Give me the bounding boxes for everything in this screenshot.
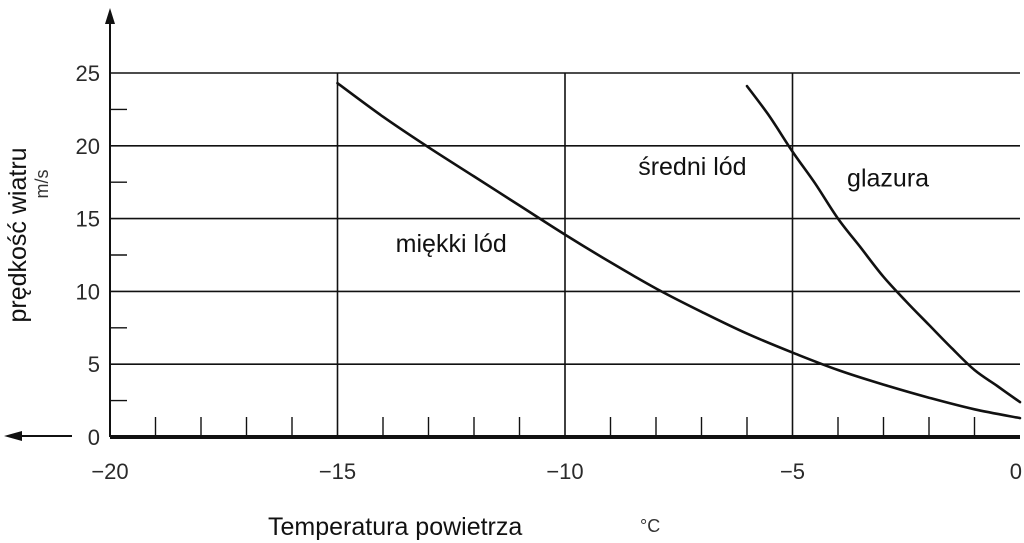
y-tick-label: 5 bbox=[88, 352, 100, 377]
y-axis-arrow-icon bbox=[105, 8, 115, 24]
series-line-1 bbox=[745, 84, 1022, 404]
minor-ticks bbox=[110, 108, 976, 437]
y-axis-unit: m/s bbox=[32, 170, 52, 199]
x-tick-labels: −20 −15 −10 −5 0 bbox=[91, 459, 1022, 484]
region-labels: miękki lód średni lód glazura bbox=[396, 153, 929, 258]
y-tick-label: 10 bbox=[76, 279, 100, 304]
x-tick-label: −5 bbox=[780, 459, 805, 484]
y-tick-label: 15 bbox=[76, 207, 100, 232]
x-axis-arrow-icon bbox=[4, 431, 22, 441]
grid-lines bbox=[110, 72, 1020, 437]
series-line-0 bbox=[336, 81, 1022, 420]
region-label-0: miękki lód bbox=[396, 230, 507, 258]
y-tick-label: 25 bbox=[76, 61, 100, 86]
y-axis-label: prędkość wiatru bbox=[4, 147, 32, 322]
x-tick-label: −15 bbox=[319, 459, 356, 484]
axes bbox=[4, 8, 1020, 441]
region-label-2: glazura bbox=[847, 165, 929, 193]
y-tick-label: 20 bbox=[76, 134, 100, 159]
y-tick-labels: 0 5 10 15 20 25 bbox=[76, 61, 100, 450]
x-tick-label: 0 bbox=[1010, 459, 1022, 484]
series-lines bbox=[336, 81, 1022, 420]
region-label-1: średni lód bbox=[638, 153, 746, 181]
x-axis-label: Temperatura powietrza bbox=[268, 513, 522, 541]
x-axis-unit: °C bbox=[640, 516, 660, 536]
y-tick-label: 0 bbox=[88, 425, 100, 450]
x-tick-label: −10 bbox=[546, 459, 583, 484]
x-tick-label: −20 bbox=[91, 459, 128, 484]
